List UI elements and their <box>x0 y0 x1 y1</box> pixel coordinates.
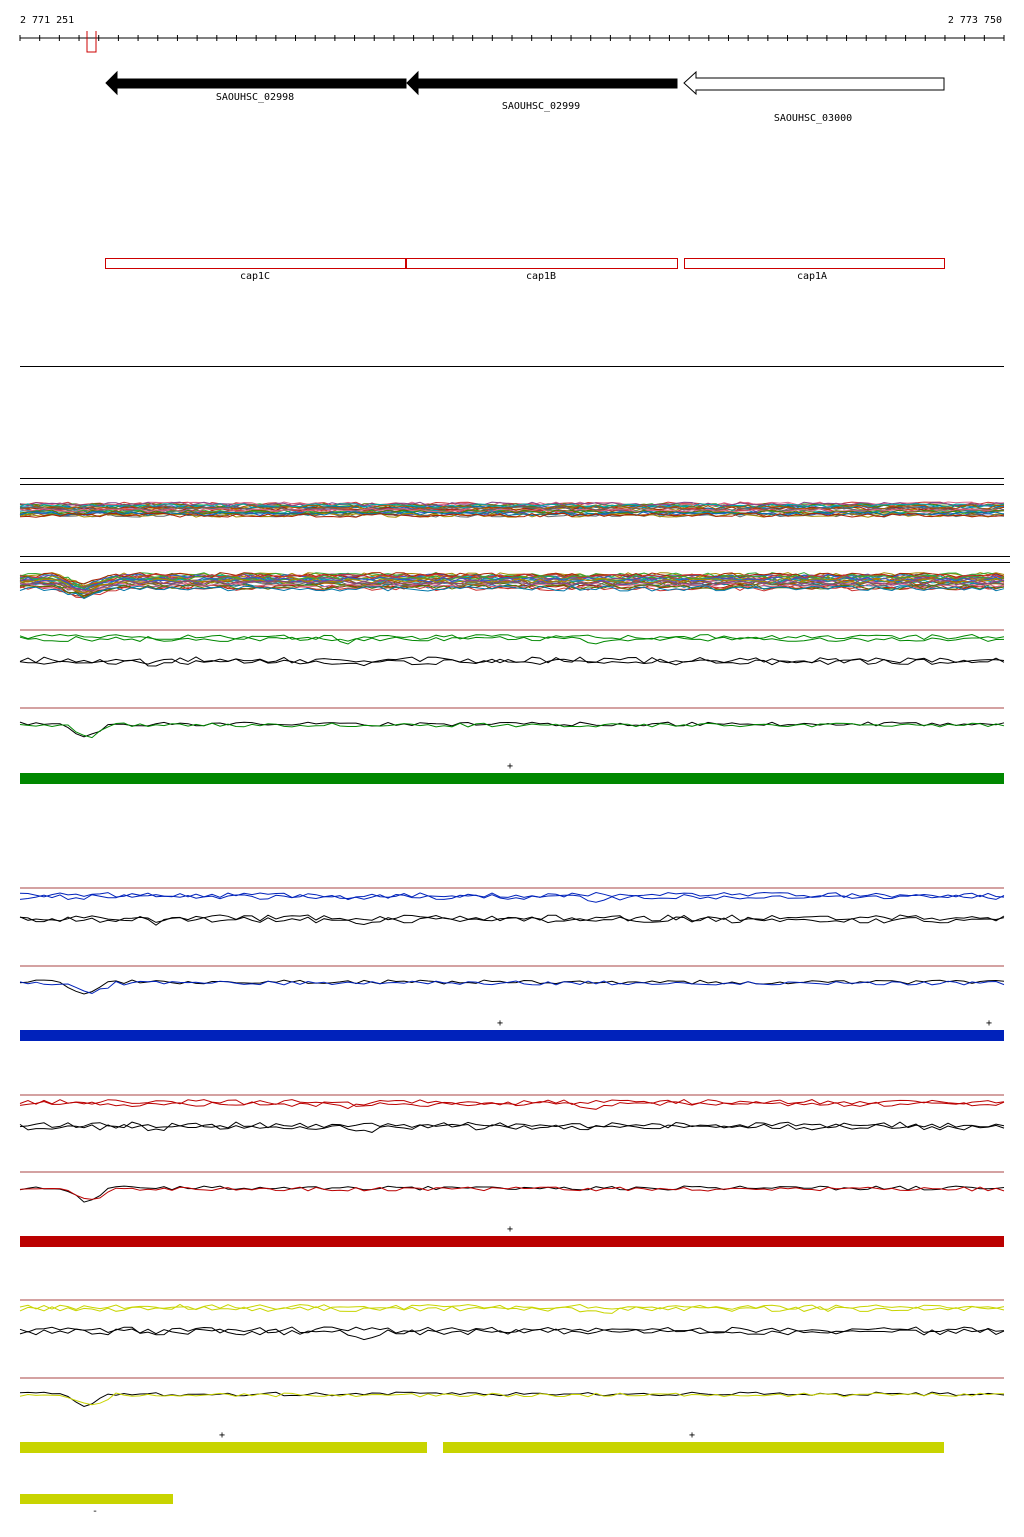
coordinate-ruler: 2 771 251 2 773 750 <box>19 15 1005 53</box>
transcribed-segment[interactable] <box>20 773 1004 784</box>
strand-mark: + <box>507 1224 513 1235</box>
overview-profiles-1 <box>19 501 1005 518</box>
transcribed-segment[interactable] <box>20 1030 1004 1041</box>
gene-track: SAOUHSC_02998 SAOUHSC_02999 SAOUHSC_0300… <box>105 70 945 124</box>
strand-mark: - <box>92 1506 98 1517</box>
overview-profile-line <box>19 579 1005 592</box>
condition-profile-line <box>19 980 1005 995</box>
strand-mark: + <box>219 1430 225 1441</box>
condition-profile-line <box>19 891 1005 901</box>
condition-track-2: + + <box>19 887 1005 1041</box>
strand-mark: + <box>507 761 513 772</box>
overview-profiles-2 <box>19 571 1005 600</box>
gene-arrow-3[interactable] <box>683 70 945 96</box>
condition-tracks: ++ +++ +- <box>19 629 1005 1517</box>
reference-profile-line <box>19 656 1005 667</box>
overview-profile-line <box>19 585 1005 599</box>
overview-profile-line <box>19 584 1005 599</box>
end-coordinate: 2 773 750 <box>948 15 1002 26</box>
condition-profile-line <box>19 1186 1005 1200</box>
reference-profile-line <box>19 721 1005 738</box>
gene-feature-2[interactable]: SAOUHSC_02999 <box>406 70 678 112</box>
start-coordinate: 2 771 251 <box>20 15 74 26</box>
overview-profile-line <box>19 585 1005 600</box>
expression-overview-track-2 <box>19 556 1010 600</box>
gene-feature-1[interactable]: SAOUHSC_02998 <box>105 70 407 103</box>
gene-feature-3[interactable]: SAOUHSC_03000 <box>683 70 945 124</box>
reference-profile-line <box>19 1121 1005 1132</box>
gene-name-box-3[interactable] <box>684 258 945 269</box>
condition-profile-line <box>19 1392 1005 1406</box>
gene-name-2: cap1B <box>526 271 556 282</box>
transcribed-segment[interactable] <box>20 1442 427 1453</box>
overview-profile-line <box>19 504 1005 510</box>
overview-profile-line <box>19 512 1005 518</box>
reference-profile-line <box>19 1123 1005 1133</box>
reference-profile-line <box>19 916 1005 926</box>
gene-name-box-1[interactable] <box>105 258 406 269</box>
transcribed-segment[interactable] <box>20 1494 173 1504</box>
overview-profile-line <box>19 509 1005 515</box>
ruler-ticks <box>19 35 1005 41</box>
strand-mark: + <box>689 1430 695 1441</box>
condition-profile-line <box>19 635 1005 645</box>
condition-profile-line <box>19 1305 1005 1314</box>
reference-profile-line <box>19 658 1005 667</box>
gene-name-box-2[interactable] <box>406 258 678 269</box>
gene-label-3: SAOUHSC_03000 <box>774 113 852 124</box>
gene-arrow-1[interactable] <box>105 70 407 96</box>
condition-profile-line <box>19 1100 1005 1110</box>
reference-profile-line <box>19 914 1005 926</box>
condition-profile-line <box>19 722 1005 739</box>
reference-profile-line <box>19 1328 1005 1341</box>
gene-name-3: cap1A <box>797 271 827 282</box>
condition-track-1: + <box>19 629 1005 784</box>
expression-overview-track-1 <box>19 478 1005 518</box>
overview-profile-line <box>19 506 1005 512</box>
overview-profile-line <box>19 571 1005 586</box>
condition-track-3: + <box>19 1094 1005 1247</box>
gene-label-1: SAOUHSC_02998 <box>216 92 294 103</box>
gene-arrow-2[interactable] <box>406 70 678 96</box>
viewport-marker[interactable] <box>86 31 97 53</box>
overview-profile-line <box>19 501 1005 507</box>
condition-profile-line <box>19 893 1005 903</box>
gene-label-2: SAOUHSC_02999 <box>502 101 580 112</box>
transcribed-segment[interactable] <box>443 1442 944 1453</box>
overview-profile-line <box>19 573 1005 589</box>
gene-name-1: cap1C <box>240 271 270 282</box>
condition-track-4: + + - <box>19 1299 1005 1517</box>
strand-mark: + <box>986 1018 992 1029</box>
strand-mark: + <box>497 1018 503 1029</box>
overview-profile-line <box>19 506 1005 512</box>
gene-name-track: cap1C cap1B cap1A <box>105 258 945 282</box>
transcribed-segment[interactable] <box>20 1236 1004 1247</box>
overview-profile-line <box>19 511 1005 517</box>
condition-profile-line <box>19 633 1005 645</box>
